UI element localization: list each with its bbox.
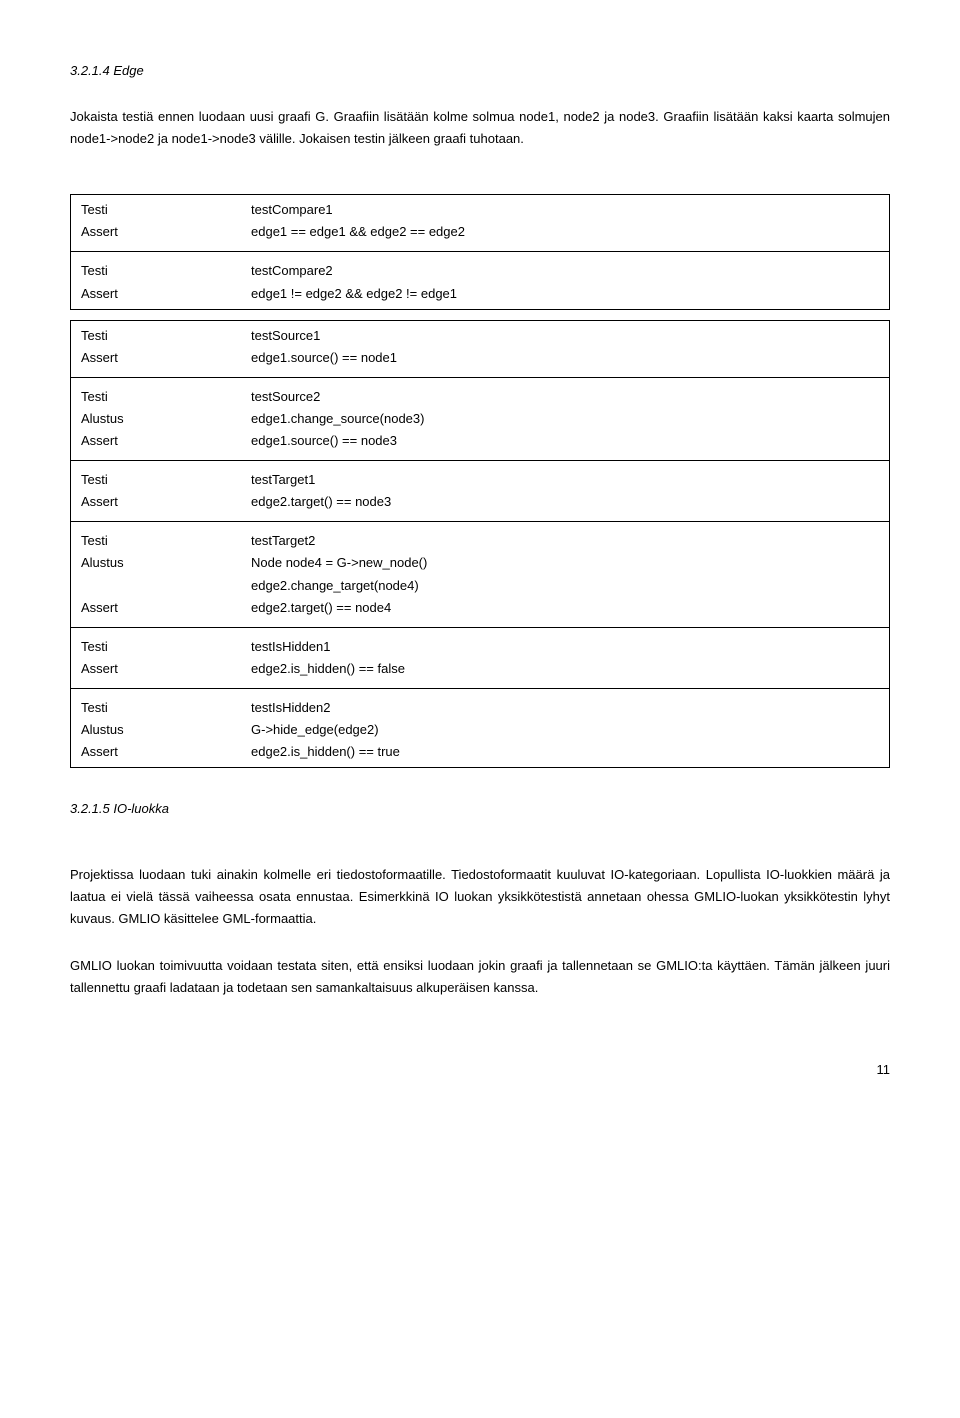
test-row-label: Assert xyxy=(71,491,251,513)
test-row-label: Testi xyxy=(71,260,251,282)
test-group: TestitestIsHidden1Assertedge2.is_hidden(… xyxy=(71,632,889,684)
test-block-compare: TestitestCompare1Assertedge1 == edge1 &&… xyxy=(70,194,890,309)
test-row: Alustusedge1.change_source(node3) xyxy=(71,408,889,430)
test-row: TestitestTarget2 xyxy=(71,530,889,552)
section-heading-edge: 3.2.1.4 Edge xyxy=(70,60,890,82)
test-row: AlustusG->hide_edge(edge2) xyxy=(71,719,889,741)
test-row-value: testIsHidden2 xyxy=(251,697,889,719)
test-row: TestitestCompare2 xyxy=(71,260,889,282)
io-paragraph-2: GMLIO luokan toimivuutta voidaan testata… xyxy=(70,955,890,999)
test-group: TestitestCompare2Assertedge1 != edge2 &&… xyxy=(71,256,889,308)
test-row-value: edge1.source() == node1 xyxy=(251,347,889,369)
divider xyxy=(71,377,889,378)
test-group: TestitestTarget1Assertedge2.target() == … xyxy=(71,465,889,517)
test-row-label: Assert xyxy=(71,430,251,452)
test-row: AlustusNode node4 = G->new_node() xyxy=(71,552,889,574)
test-row: Assertedge1.source() == node1 xyxy=(71,347,889,369)
test-row: edge2.change_target(node4) xyxy=(71,575,889,597)
test-row-value: edge2.target() == node3 xyxy=(251,491,889,513)
test-row-value: edge2.target() == node4 xyxy=(251,597,889,619)
test-row-label: Testi xyxy=(71,530,251,552)
section-heading-io: 3.2.1.5 IO-luokka xyxy=(70,798,890,820)
test-row-value: testCompare2 xyxy=(251,260,889,282)
test-row: Assertedge1 != edge2 && edge2 != edge1 xyxy=(71,283,889,305)
divider xyxy=(71,460,889,461)
test-row-value: edge1.source() == node3 xyxy=(251,430,889,452)
test-row-label: Assert xyxy=(71,658,251,680)
test-group: TestitestSource2Alustusedge1.change_sour… xyxy=(71,382,889,456)
test-group: TestitestCompare1Assertedge1 == edge1 &&… xyxy=(71,195,889,247)
test-row-value: edge1.change_source(node3) xyxy=(251,408,889,430)
test-row-value: edge1 == edge1 && edge2 == edge2 xyxy=(251,221,889,243)
intro-paragraph: Jokaista testiä ennen luodaan uusi graaf… xyxy=(70,106,890,150)
test-row: TestitestCompare1 xyxy=(71,199,889,221)
test-group: TestitestIsHidden2AlustusG->hide_edge(ed… xyxy=(71,693,889,767)
test-row-label: Alustus xyxy=(71,408,251,430)
test-row: Assertedge2.target() == node4 xyxy=(71,597,889,619)
test-group: TestitestTarget2AlustusNode node4 = G->n… xyxy=(71,526,889,622)
test-row-label: Assert xyxy=(71,741,251,763)
test-row-label: Assert xyxy=(71,347,251,369)
test-row-value: testTarget2 xyxy=(251,530,889,552)
test-row-label: Alustus xyxy=(71,719,251,741)
test-row: Assertedge2.target() == node3 xyxy=(71,491,889,513)
test-row-label: Testi xyxy=(71,636,251,658)
test-group: TestitestSource1Assertedge1.source() == … xyxy=(71,321,889,373)
divider xyxy=(71,521,889,522)
test-row-label: Testi xyxy=(71,325,251,347)
io-paragraph-1: Projektissa luodaan tuki ainakin kolmell… xyxy=(70,864,890,930)
divider xyxy=(71,688,889,689)
test-row-value: testSource1 xyxy=(251,325,889,347)
test-row: Assertedge1.source() == node3 xyxy=(71,430,889,452)
test-row-value: testIsHidden1 xyxy=(251,636,889,658)
divider xyxy=(71,627,889,628)
test-row-value: Node node4 = G->new_node() xyxy=(251,552,889,574)
test-row: TestitestSource1 xyxy=(71,325,889,347)
test-row: TestitestIsHidden2 xyxy=(71,697,889,719)
test-row: TestitestSource2 xyxy=(71,386,889,408)
test-row-value: G->hide_edge(edge2) xyxy=(251,719,889,741)
test-row-value: edge2.change_target(node4) xyxy=(251,575,889,597)
test-row-value: testTarget1 xyxy=(251,469,889,491)
test-row-label: Alustus xyxy=(71,552,251,574)
test-row: Assertedge2.is_hidden() == false xyxy=(71,658,889,680)
test-row-label xyxy=(71,575,251,597)
test-row-label: Assert xyxy=(71,597,251,619)
test-row: TestitestIsHidden1 xyxy=(71,636,889,658)
test-row-value: edge2.is_hidden() == false xyxy=(251,658,889,680)
test-row: TestitestTarget1 xyxy=(71,469,889,491)
test-row-label: Testi xyxy=(71,469,251,491)
test-row-label: Testi xyxy=(71,386,251,408)
divider xyxy=(71,251,889,252)
test-row-label: Testi xyxy=(71,697,251,719)
test-row-label: Assert xyxy=(71,221,251,243)
test-row-value: testSource2 xyxy=(251,386,889,408)
test-row-value: edge2.is_hidden() == true xyxy=(251,741,889,763)
test-row-label: Testi xyxy=(71,199,251,221)
test-row: Assertedge1 == edge1 && edge2 == edge2 xyxy=(71,221,889,243)
test-row-value: testCompare1 xyxy=(251,199,889,221)
page-number: 11 xyxy=(70,1059,890,1081)
test-block-main: TestitestSource1Assertedge1.source() == … xyxy=(70,320,890,769)
test-row-value: edge1 != edge2 && edge2 != edge1 xyxy=(251,283,889,305)
test-row-label: Assert xyxy=(71,283,251,305)
test-row: Assertedge2.is_hidden() == true xyxy=(71,741,889,763)
